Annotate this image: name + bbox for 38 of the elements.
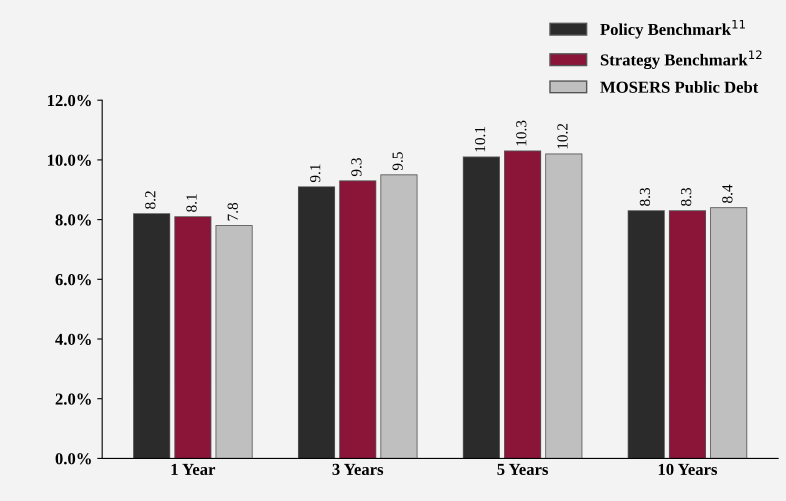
x-tick-label: 1 Year: [172, 464, 216, 476]
data-label: 10.3: [516, 120, 526, 146]
data-label: 10.1: [474, 126, 486, 152]
bar: [298, 186, 336, 458]
data-label: 8.3: [640, 188, 650, 206]
y-tick-label: 0.0%: [56, 453, 91, 464]
x-tick-label: 10 Years: [658, 464, 718, 476]
bar: [133, 213, 170, 458]
bar: [668, 210, 706, 458]
y-tick-label: 4.0%: [55, 334, 91, 346]
y-tick-label: 8.0%: [56, 214, 91, 226]
bar: [504, 150, 542, 458]
data-label: 8.3: [680, 188, 692, 206]
data-label: 7.8: [228, 202, 238, 220]
bar: [174, 216, 212, 458]
y-tick-label: 2.0%: [56, 393, 91, 405]
bar: [462, 156, 500, 458]
y-tick-label: 6.0%: [56, 274, 91, 286]
bar: [380, 174, 418, 458]
data-label: 9.3: [351, 158, 362, 176]
bar: [628, 210, 665, 458]
y-tick-label: 10.0%: [48, 154, 91, 166]
x-tick-label: 5 Years: [497, 464, 548, 476]
legend-label: MOSERS Public Debt: [600, 81, 758, 93]
data-label: 9.1: [310, 164, 320, 182]
y-tick-label: 12.0%: [48, 94, 91, 106]
bar: [216, 225, 253, 458]
data-label: 10.2: [557, 124, 568, 148]
bar: [339, 180, 376, 458]
data-label: 8.4: [722, 184, 733, 203]
bar: [710, 207, 748, 458]
data-label: 8.1: [186, 194, 197, 212]
legend-label: Policy Benchmark$^{11}$: [600, 20, 745, 38]
data-label: 8.2: [145, 191, 156, 209]
bar: [545, 154, 582, 458]
legend-label: Strategy Benchmark$^{12}$: [600, 50, 762, 70]
x-tick-label: 3 Years: [332, 464, 384, 476]
data-label: 9.5: [392, 152, 403, 170]
